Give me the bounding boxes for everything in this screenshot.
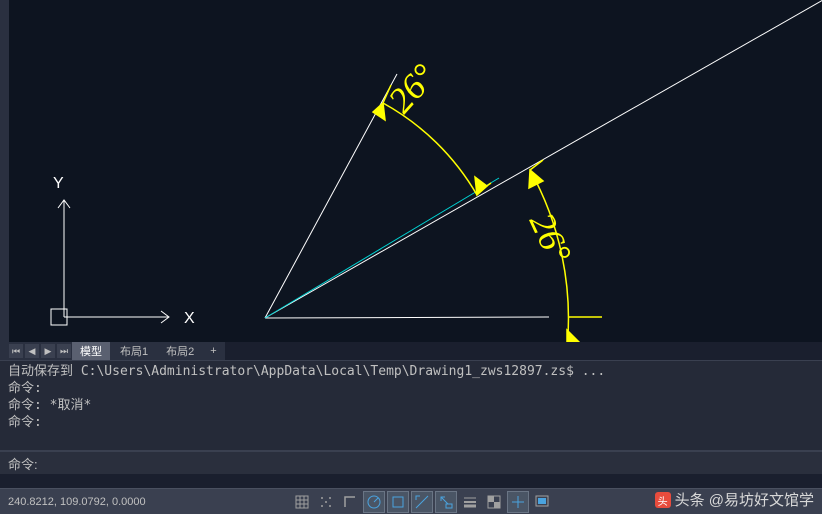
cad-viewport: X Y 26° 26° — [9, 0, 822, 342]
selection-icon[interactable] — [507, 491, 529, 513]
command-history-panel[interactable]: 自动保存到 C:\Users\Administrator\AppData\Loc… — [0, 360, 822, 450]
layout-tab-bar: ⏮ ◀ ▶ ⏭ 模型 布局1 布局2 + — [8, 342, 225, 360]
command-history-line: 命令: *取消* — [8, 397, 814, 414]
bisector-line — [265, 178, 499, 318]
ortho-icon[interactable] — [339, 491, 361, 513]
watermark-text: 头条 @易坊好文馆学 — [675, 489, 814, 510]
tab-layout1[interactable]: 布局1 — [112, 342, 156, 360]
command-prompt: 命令: — [8, 454, 38, 473]
tab-next-icon[interactable]: ▶ — [41, 344, 55, 358]
watermark-icon — [655, 492, 671, 508]
angle-label-2: 26° — [522, 206, 580, 269]
angle-label-1: 26° — [380, 56, 443, 120]
osnap-icon[interactable] — [387, 491, 409, 513]
tab-first-icon[interactable]: ⏮ — [9, 344, 23, 358]
polar-icon[interactable] — [363, 491, 385, 513]
command-input-area[interactable]: 命令: — [0, 450, 822, 474]
drawing-canvas[interactable]: X Y 26° 26° — [8, 0, 822, 342]
tab-last-icon[interactable]: ⏭ — [57, 344, 71, 358]
model-toggle-icon[interactable] — [531, 491, 553, 513]
coordinates-display[interactable]: 240.8212, 109.0792, 0.0000 — [0, 496, 180, 508]
command-history-line: 命令: — [8, 380, 814, 397]
tab-model[interactable]: 模型 — [72, 342, 110, 360]
ucs-icon: X Y — [51, 175, 195, 327]
grid-icon[interactable] — [291, 491, 313, 513]
tab-add[interactable]: + — [204, 344, 222, 358]
snap-icon[interactable] — [315, 491, 337, 513]
scrollbar-left[interactable] — [0, 0, 8, 360]
angle-dimensions: 26° 26° — [373, 56, 602, 342]
ucs-y-label: Y — [53, 175, 64, 192]
command-history-line: 自动保存到 C:\Users\Administrator\AppData\Loc… — [8, 363, 814, 380]
status-toggles — [290, 491, 554, 513]
ucs-x-label: X — [184, 310, 195, 327]
watermark: 头条 @易坊好文馆学 — [655, 489, 814, 510]
tab-prev-icon[interactable]: ◀ — [25, 344, 39, 358]
lineweight-icon[interactable] — [459, 491, 481, 513]
dynamic-icon[interactable] — [435, 491, 457, 513]
transparency-icon[interactable] — [483, 491, 505, 513]
otrack-icon[interactable] — [411, 491, 433, 513]
white-lines — [265, 0, 822, 318]
tab-layout2[interactable]: 布局2 — [158, 342, 202, 360]
command-history-line: 命令: — [8, 414, 814, 431]
